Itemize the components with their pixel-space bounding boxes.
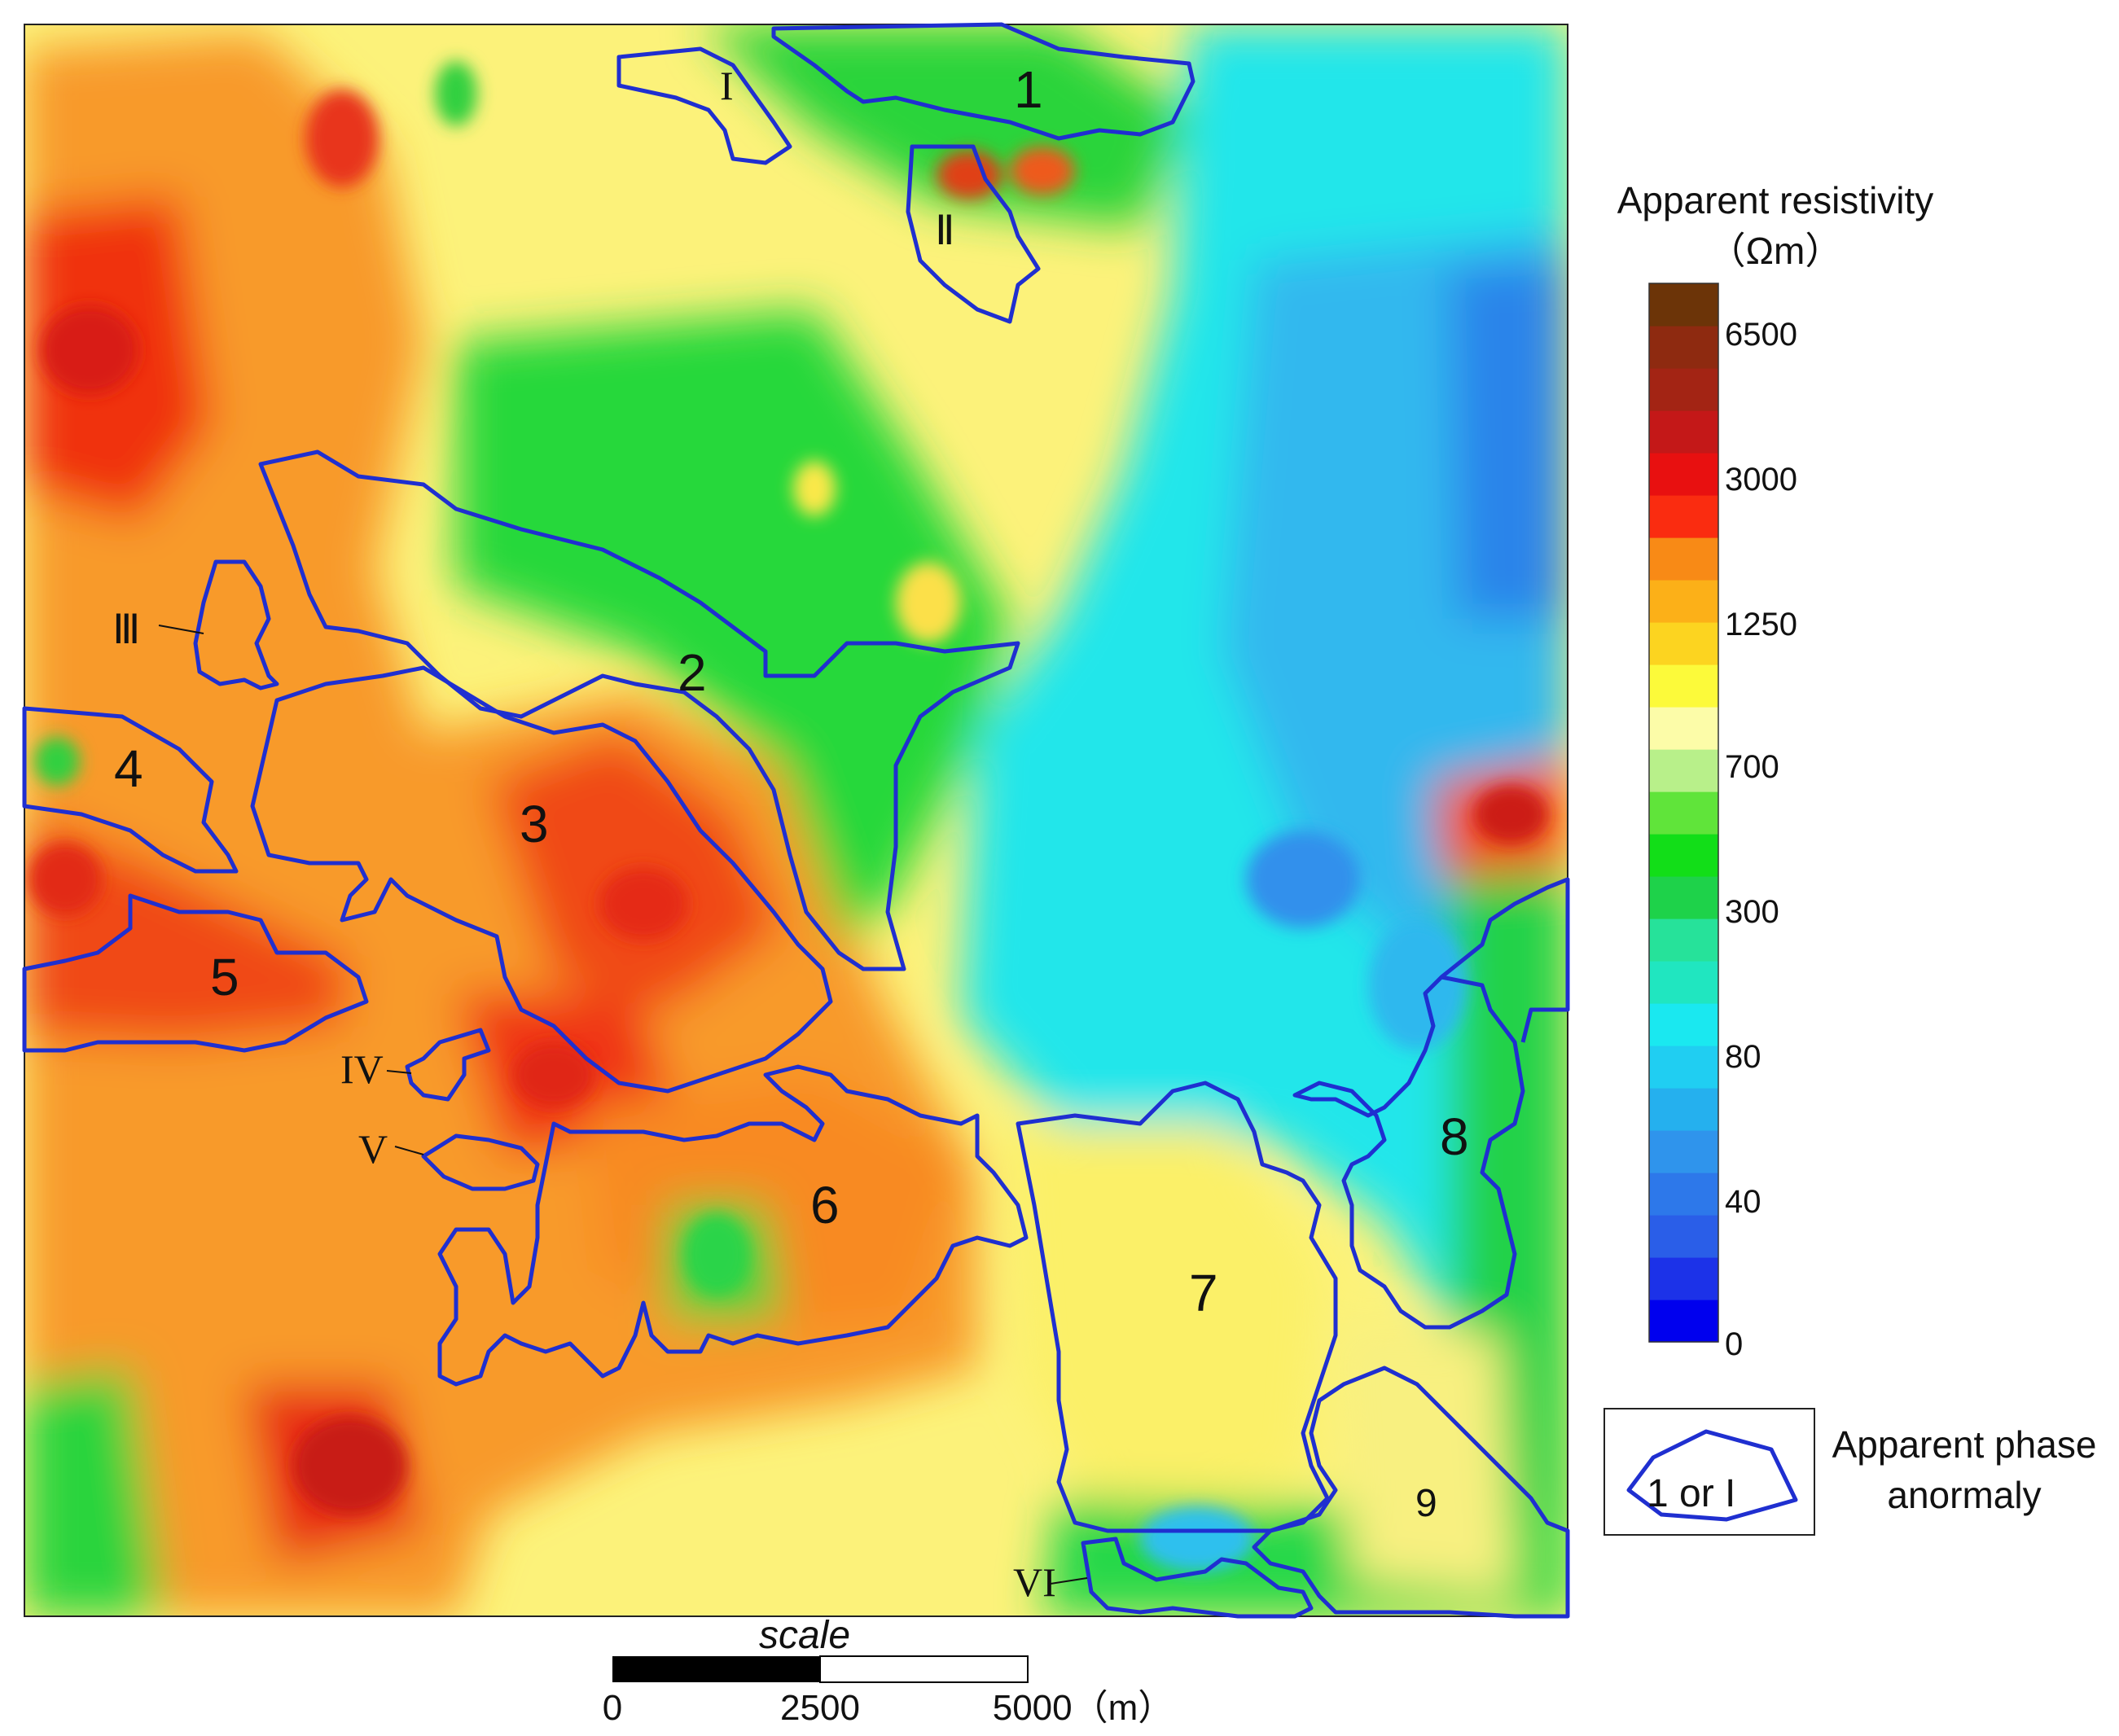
colorbar-band — [1649, 537, 1718, 581]
zone-label-II: Ⅱ — [935, 208, 955, 253]
anomaly-outline-1 — [771, 22, 1196, 141]
colorbar-band — [1649, 326, 1718, 369]
anomaly-outline-9 — [1252, 1366, 1570, 1619]
anomaly-legend-sample-outline — [1626, 1429, 1798, 1522]
zone-label-6: 6 — [810, 1176, 840, 1234]
colorbar-band — [1649, 580, 1718, 623]
anomaly-outline-2 — [258, 449, 1020, 971]
scale-bar: scale 0 2500 5000（m） — [603, 1614, 1174, 1728]
colorbar-band — [1649, 664, 1718, 708]
colorbar-tick-labels: 6500 3000 1250 700 300 80 40 0 — [1725, 317, 1797, 1362]
colorbar-band — [1649, 834, 1718, 877]
zone-label-8: 8 — [1440, 1107, 1469, 1166]
anomaly-outline-VI — [1081, 1537, 1314, 1619]
resistivity-map: 1 2 3 4 5 6 7 8 9 I Ⅱ Ⅲ IV V VI — [22, 22, 1570, 1619]
colorbar-band — [1649, 749, 1718, 792]
colorbar-frame — [1648, 283, 1719, 1343]
colorbar-band — [1649, 961, 1718, 1004]
colorbar-band — [1649, 1130, 1718, 1173]
legend-title: Apparent resistivity — [1617, 179, 1934, 221]
map-frame — [24, 24, 1568, 1617]
colorbar-band — [1649, 918, 1718, 962]
zone-label-3: 3 — [520, 795, 549, 853]
colorbar-band — [1649, 1088, 1718, 1131]
anomaly-outline-V — [421, 1133, 540, 1191]
anomaly-outline-3 — [250, 665, 833, 1094]
anomaly-outline-6 — [437, 1064, 1029, 1387]
colorbar-band — [1649, 1173, 1718, 1216]
colorbar-band — [1649, 876, 1718, 919]
scale-bar-white-segment — [819, 1655, 1029, 1683]
scale-label-0: 0 — [603, 1688, 622, 1728]
phase-anomaly-legend: 1 or I Apparent phase anormaly — [1604, 1408, 2097, 1536]
colorbar-band — [1649, 791, 1718, 835]
tick-label-3000: 3000 — [1725, 462, 1797, 498]
anomaly-outline-I — [616, 46, 792, 165]
colorbar-band — [1649, 1215, 1718, 1258]
broad-color-regions — [24, 24, 1568, 1616]
zone-label-7: 7 — [1189, 1264, 1218, 1322]
resistivity-field — [24, 24, 1568, 1616]
zone-label-IV: IV — [340, 1046, 384, 1092]
anomaly-legend-caption-2: anormaly — [1887, 1474, 2041, 1516]
anomaly-outline-8 — [1292, 877, 1570, 1330]
colorbar-band — [1649, 283, 1718, 327]
label-leaders — [158, 625, 1088, 1585]
tick-label-700: 700 — [1725, 749, 1779, 785]
colorbar-band — [1649, 622, 1718, 665]
legend-unit: （Ωm） — [1709, 230, 1843, 272]
anomaly-outline-III — [193, 559, 279, 690]
zone-label-4: 4 — [114, 739, 143, 798]
colorbar-band — [1649, 707, 1718, 750]
tick-label-0: 0 — [1725, 1326, 1743, 1362]
scale-label-2500: 2500 — [780, 1688, 860, 1728]
anomaly-legend-caption-1: Apparent phase — [1832, 1423, 2097, 1466]
resistivity-legend: Apparent resistivity （Ωm） 6500 3000 1250… — [1617, 179, 1934, 1362]
anomaly-legend-sample-label: 1 or I — [1647, 1472, 1735, 1515]
colorbar-band — [1649, 1003, 1718, 1046]
colorbar — [1649, 283, 1718, 1343]
tick-label-300: 300 — [1725, 894, 1779, 930]
anomaly-outline-5 — [22, 893, 369, 1053]
zone-label-5: 5 — [210, 948, 239, 1006]
zone-label-9: 9 — [1415, 1482, 1437, 1525]
local-anomalies — [29, 61, 1547, 1572]
zone-labels: 1 2 3 4 5 6 7 8 9 I Ⅱ Ⅲ IV V VI — [112, 60, 1469, 1605]
zone-label-2: 2 — [678, 643, 707, 702]
zone-label-III: Ⅲ — [112, 607, 140, 652]
zone-label-VI: VI — [1013, 1559, 1056, 1605]
tick-label-1250: 1250 — [1725, 607, 1797, 642]
anomaly-outline-7 — [1016, 1081, 1338, 1533]
colorbar-band — [1649, 495, 1718, 538]
colorbar-band — [1649, 1300, 1718, 1343]
zone-label-I: I — [720, 63, 734, 108]
colorbar-band — [1649, 1046, 1718, 1089]
zone-label-1: 1 — [1014, 60, 1043, 119]
anomaly-outline-IV — [405, 1028, 491, 1102]
tick-label-80: 80 — [1725, 1039, 1761, 1075]
anomaly-legend-box — [1604, 1408, 1815, 1536]
colorbar-band — [1649, 453, 1718, 496]
anomaly-outline-II — [906, 144, 1041, 324]
tick-label-6500: 6500 — [1725, 317, 1797, 353]
scale-title: scale — [759, 1614, 850, 1657]
colorbar-band — [1649, 368, 1718, 411]
tick-label-40: 40 — [1725, 1184, 1761, 1220]
anomaly-outlines — [22, 22, 1570, 1619]
scale-label-5000: 5000（m） — [993, 1688, 1174, 1728]
anomaly-outline-4 — [22, 706, 239, 874]
zone-label-V: V — [358, 1126, 388, 1172]
colorbar-band — [1649, 1257, 1718, 1300]
colorbar-band — [1649, 410, 1718, 454]
scale-bar-black-segment — [612, 1656, 820, 1682]
